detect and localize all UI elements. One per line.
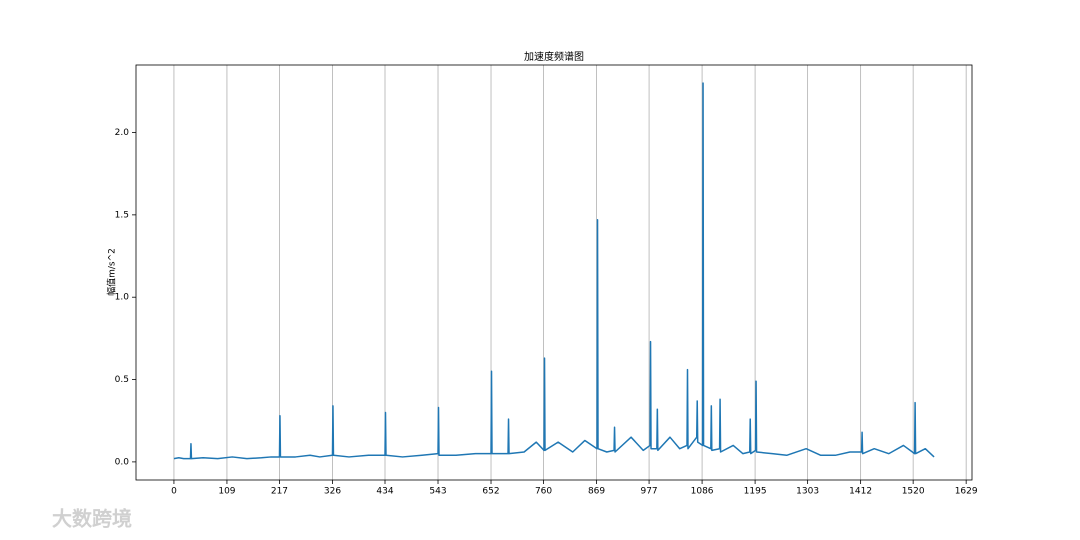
watermark: 大数跨境	[52, 507, 132, 531]
y-tick-label: 1.0	[115, 293, 130, 303]
x-tick-label: 326	[324, 487, 341, 497]
x-tick-label: 1520	[902, 487, 925, 497]
x-tick-label: 1195	[744, 487, 767, 497]
y-tick-label: 1.5	[115, 210, 129, 220]
x-tick-label: 652	[482, 487, 499, 497]
x-tick-label: 1303	[796, 487, 819, 497]
y-axis-label: 幅值m/s^2	[106, 248, 118, 296]
x-tick-label: 1086	[691, 487, 714, 497]
x-tick-label: 977	[640, 487, 657, 497]
x-tick-label: 869	[588, 487, 605, 497]
x-tick-label: 0	[171, 487, 177, 497]
x-tick-label: 109	[218, 487, 235, 497]
y-tick-label: 0.5	[115, 375, 129, 385]
chart-title: 加速度频谱图	[524, 50, 584, 63]
y-tick-label: 2.0	[115, 128, 130, 138]
x-tick-label: 1629	[955, 487, 978, 497]
spectrum-line	[173, 82, 935, 460]
x-tick-label: 217	[271, 487, 288, 497]
x-tick-label: 760	[535, 487, 552, 497]
x-tick-label: 543	[429, 487, 446, 497]
y-tick-label: 0.0	[115, 457, 130, 467]
x-tick-label: 1412	[849, 487, 872, 497]
plot-frame	[135, 64, 973, 481]
x-tick-label: 434	[376, 487, 393, 497]
